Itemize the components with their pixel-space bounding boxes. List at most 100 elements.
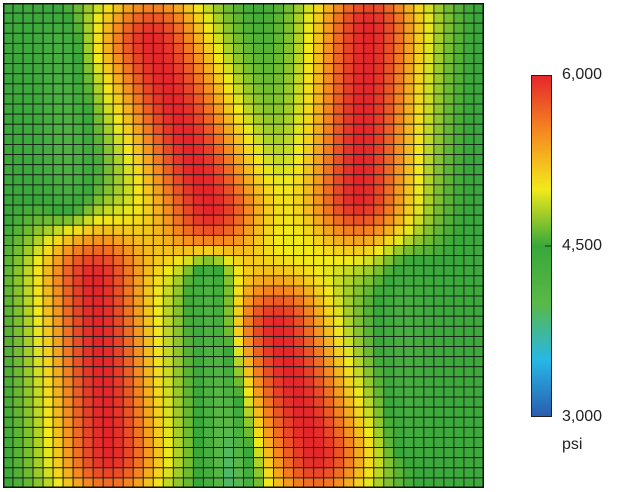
heatmap-cell: [52, 12, 64, 24]
heatmap-cell: [12, 3, 24, 14]
heatmap-cell: [112, 275, 124, 287]
heatmap-cell: [223, 295, 234, 307]
heatmap-cell: [72, 245, 84, 257]
heatmap-cell: [32, 184, 44, 196]
heatmap-cell: [233, 477, 244, 488]
heatmap-cell: [293, 315, 305, 327]
heatmap-cell: [202, 234, 214, 246]
heatmap-cell: [12, 366, 24, 378]
heatmap-cell: [72, 204, 84, 216]
heatmap-cell: [132, 467, 144, 479]
heatmap-cell: [313, 437, 325, 449]
heatmap-cell: [443, 204, 455, 216]
heatmap-cell: [433, 416, 445, 428]
heatmap-cell: [403, 103, 415, 115]
heatmap-cell: [463, 447, 475, 459]
heatmap-cell: [383, 386, 395, 398]
heatmap-cell: [32, 63, 44, 75]
heatmap-cell: [243, 477, 254, 488]
heatmap-cell: [32, 275, 44, 287]
heatmap-cell: [152, 335, 164, 347]
heatmap-cell: [233, 174, 244, 186]
heatmap-cell: [82, 416, 94, 428]
heatmap-cell: [303, 194, 315, 206]
heatmap-cell: [152, 325, 164, 337]
heatmap-cell: [102, 356, 114, 368]
heatmap-cell: [283, 366, 295, 378]
heatmap-cell: [333, 154, 345, 166]
heatmap-cell: [82, 426, 94, 438]
heatmap-cell: [263, 83, 275, 95]
heatmap-cell: [32, 154, 44, 166]
heatmap-cell: [72, 255, 84, 267]
heatmap-cell: [293, 204, 305, 216]
heatmap-cell: [32, 12, 44, 24]
heatmap-cell: [172, 32, 184, 44]
heatmap-cell: [82, 356, 94, 368]
heatmap-cell: [162, 164, 174, 176]
heatmap-cell: [62, 224, 74, 236]
heatmap-cell: [463, 113, 475, 125]
heatmap-cell: [182, 184, 194, 196]
heatmap-cell: [92, 22, 104, 34]
heatmap-cell: [423, 437, 435, 449]
heatmap-cell: [343, 144, 355, 156]
heatmap-cell: [233, 133, 244, 145]
heatmap-cell: [22, 123, 34, 135]
heatmap-cell: [263, 447, 275, 459]
heatmap-cell: [373, 386, 385, 398]
heatmap-cell: [192, 396, 204, 408]
heatmap-cell: [42, 467, 54, 479]
heatmap-cell: [152, 93, 164, 105]
heatmap-cell: [172, 184, 184, 196]
heatmap-cell: [82, 53, 94, 65]
heatmap-cell: [313, 63, 325, 75]
heatmap-cell: [463, 204, 475, 216]
heatmap-cell: [253, 325, 264, 337]
heatmap-cell: [263, 406, 275, 418]
heatmap-cell: [283, 416, 295, 428]
heatmap-cell: [72, 295, 84, 307]
heatmap-cell: [182, 406, 194, 418]
heatmap-cell: [3, 437, 14, 449]
heatmap-cell: [243, 174, 254, 186]
heatmap-cell: [413, 315, 425, 327]
heatmap-cell: [112, 356, 124, 368]
heatmap-cell: [42, 214, 54, 226]
heatmap-cell: [343, 315, 355, 327]
heatmap-cell: [313, 295, 325, 307]
heatmap-cell: [233, 457, 244, 469]
heatmap-cell: [363, 437, 375, 449]
heatmap-cell: [263, 437, 275, 449]
heatmap-cell: [212, 42, 224, 54]
heatmap-cell: [92, 194, 104, 206]
heatmap-cell: [122, 32, 134, 44]
heatmap-cell: [192, 275, 204, 287]
heatmap-cell: [403, 133, 415, 145]
heatmap-cell: [383, 22, 395, 34]
heatmap-cell: [323, 53, 335, 65]
heatmap-cell: [373, 315, 385, 327]
heatmap-cell: [102, 12, 114, 24]
heatmap-cell: [283, 477, 295, 488]
heatmap-cell: [263, 245, 275, 257]
heatmap-cell: [172, 295, 184, 307]
heatmap-cell: [212, 154, 224, 166]
heatmap-cell: [223, 113, 234, 125]
heatmap-cell: [373, 477, 385, 488]
heatmap-cell: [162, 184, 174, 196]
heatmap-cell: [42, 275, 54, 287]
heatmap-cell: [112, 386, 124, 398]
heatmap-cell: [142, 42, 154, 54]
heatmap-cell: [22, 42, 34, 54]
heatmap-cell: [132, 144, 144, 156]
heatmap-cell: [253, 154, 264, 166]
heatmap-cell: [162, 42, 174, 54]
heatmap-cell: [283, 234, 295, 246]
heatmap-cell: [12, 305, 24, 317]
heatmap-cell: [253, 174, 264, 186]
heatmap-cell: [473, 83, 484, 95]
heatmap-cell: [443, 63, 455, 75]
heatmap-cell: [343, 113, 355, 125]
heatmap-cell: [202, 426, 214, 438]
